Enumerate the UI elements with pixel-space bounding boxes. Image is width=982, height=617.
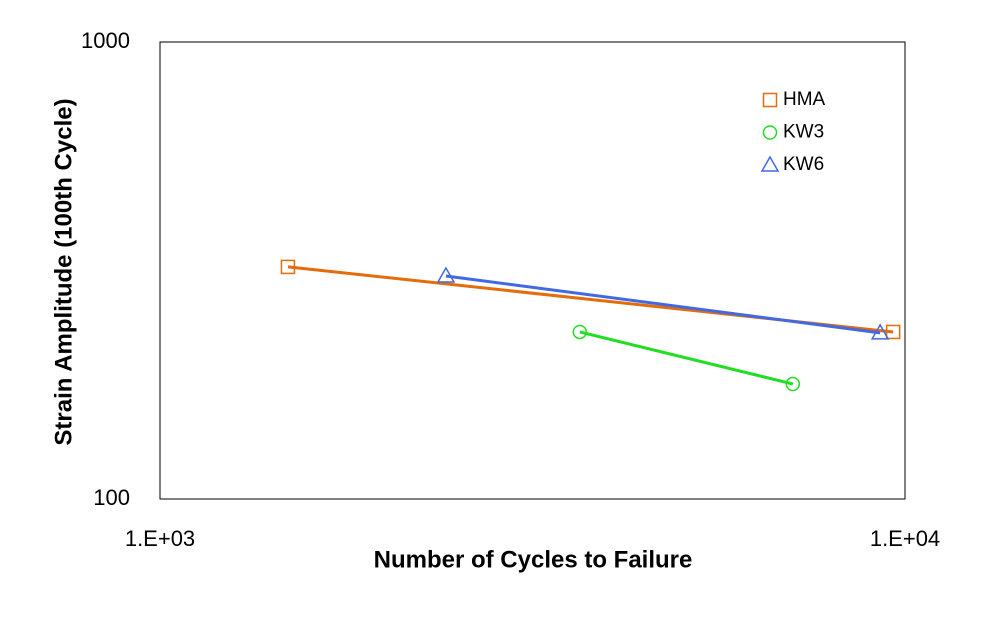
legend-label: KW3 [783,122,824,143]
x-axis-label: Number of Cycles to Failure [374,546,693,573]
marker [280,259,296,275]
marker [572,324,588,340]
marker [885,324,901,340]
marker [436,266,456,283]
legend-marker [762,125,778,140]
legend-label: HMA [783,89,826,110]
marker [870,323,890,340]
legend-marker [762,92,778,108]
y-tick-label: 1000 [81,28,130,53]
x-tick-label: 1.E+04 [870,526,940,551]
series-line [579,330,794,386]
y-tick-label: 100 [93,485,130,510]
y-axis-label: Strain Amplitude (100th Cycle) [50,98,77,445]
x-tick-label: 1.E+03 [125,526,195,551]
legend-marker [760,155,780,172]
marker [785,376,801,392]
series-line [445,274,881,335]
plot-frame [159,41,906,500]
legend-label: KW6 [783,154,824,175]
